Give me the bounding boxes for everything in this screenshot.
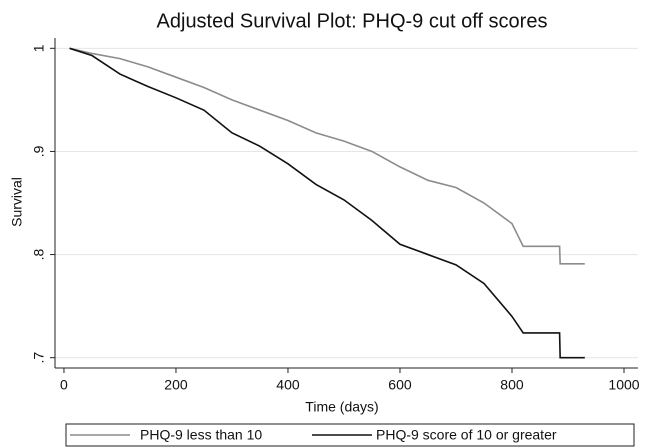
- y-tick-label: .9: [31, 145, 47, 157]
- y-tick-label: .7: [31, 352, 47, 364]
- legend-label: PHQ-9 less than 10: [140, 427, 262, 443]
- survival-line: [69, 47, 585, 359]
- chart-title: Adjusted Survival Plot: PHQ-9 cut off sc…: [157, 10, 548, 32]
- x-tick-label: 0: [60, 377, 68, 393]
- y-tick-label: 1: [31, 44, 47, 52]
- x-tick-label: 200: [164, 377, 188, 393]
- x-tick-label: 400: [276, 377, 300, 393]
- x-tick-label: 1000: [608, 377, 639, 393]
- x-tick-label: 600: [388, 377, 412, 393]
- y-axis-label: Survival: [9, 177, 25, 227]
- legend-box: [65, 423, 635, 447]
- x-tick-label: 800: [500, 377, 524, 393]
- x-axis-label: Time (days): [305, 399, 378, 415]
- legend-label: PHQ-9 score of 10 or greater: [376, 427, 557, 443]
- y-tick-label: .8: [31, 249, 47, 261]
- survival-line: [69, 47, 585, 265]
